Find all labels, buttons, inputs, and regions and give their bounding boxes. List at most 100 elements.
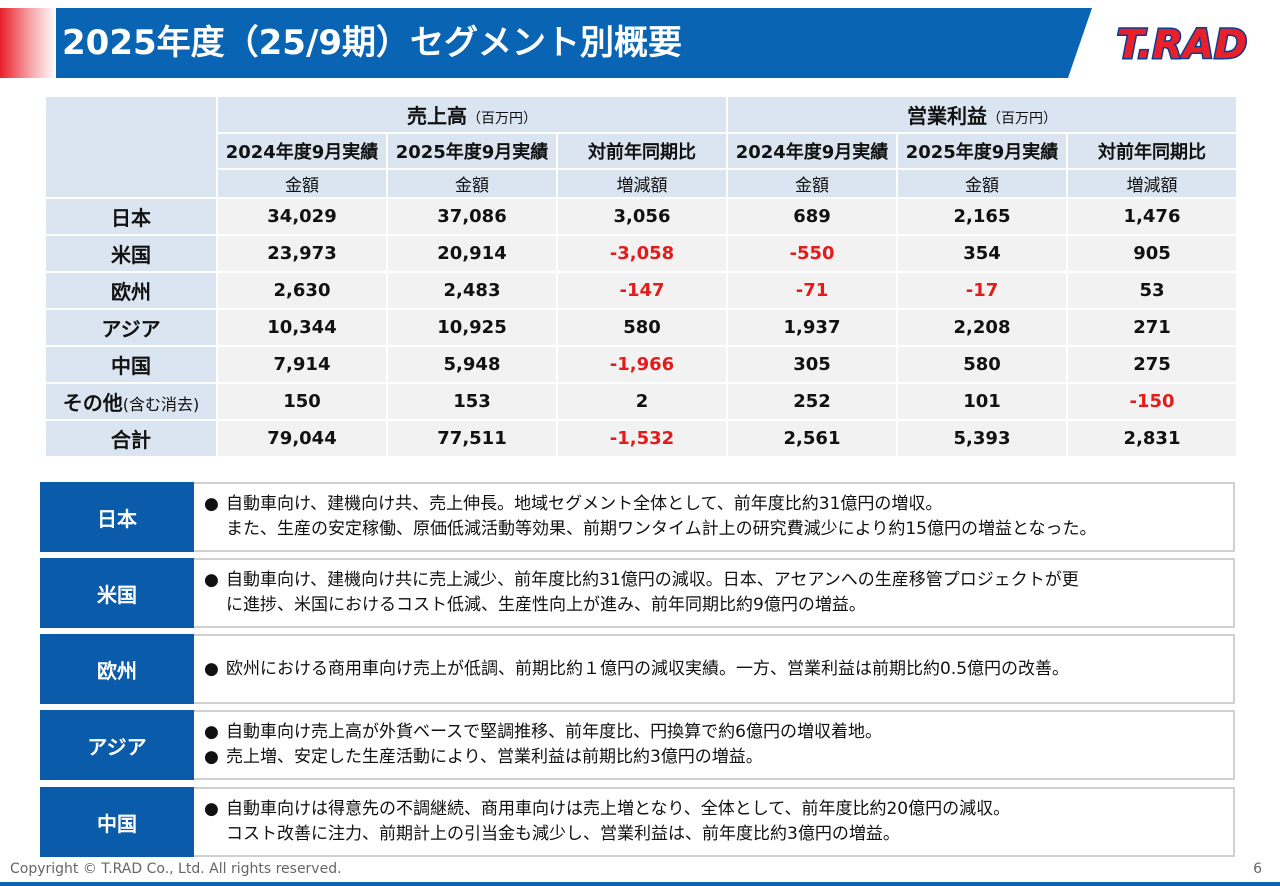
data-row: 米国 23,973 20,914 -3,058 -550 354 905 [44,234,1239,273]
bullet-lines: 欧州における商用車向け売上が低調、前期比約１億円の減収実績。一方、営業利益は前期… [226,657,1069,682]
row-label-text: 日本 [111,206,151,230]
measure-cell: 増減額 [1065,168,1239,199]
note-box: 中国 ● 自動車向けは得意先の不調継続、商用車向けは売上増となり、全体として、前年度… [40,787,1235,857]
period-cell: 2024年度9月実績 [216,132,388,170]
group-unit: （百万円） [987,111,1058,127]
note-region: アジア [40,710,194,780]
row-label-text: 欧州 [111,280,151,304]
row-label: 中国 [44,345,218,384]
data-row: アジア 10,344 10,925 580 1,937 2,208 271 [44,308,1239,347]
value-cell: 10,344 [216,308,388,347]
row-sublabel: (含む消去) [122,395,200,414]
row-label: その他(含む消去) [44,382,218,421]
measure-cell: 金額 [386,168,558,199]
note-text: ● 自動車向け、建機向け共に売上減少、前年度比約31億円の減収。日本、アセアンへの… [194,558,1235,628]
value-cell: 580 [896,345,1068,384]
value-cell: 2,831 [1065,419,1239,458]
value-cell: -147 [556,271,728,310]
value-cell: 10,925 [386,308,558,347]
bullet-line: コスト改善に注力、前期計上の引当金も減少し、営業利益は、前年度比約3億円の増益。 [226,824,900,844]
value-cell: 2 [556,382,728,421]
bullet-lines: 売上増、安定した生産活動により、営業利益は前期比約3億円の増益。 [226,745,763,770]
group-name: 売上高 [407,104,467,128]
bullet-line: 売上増、安定した生産活動により、営業利益は前期比約3億円の増益。 [226,747,763,767]
value-cell: 689 [726,197,898,236]
row-label: 米国 [44,234,218,273]
bullet-lines: 自動車向けは得意先の不調継続、商用車向けは売上増となり、全体として、前年度比約2… [226,797,1010,847]
segment-table: 売上高（百万円） 営業利益（百万円） 2024年度9月実績 2025年度9月実績 対前年… [44,95,1239,458]
bullet-line: また、生産の安定稼働、原価低減活動等効果、前期ワンタイム計上の研究費減少により約… [226,519,1097,539]
bullet: ● 売上増、安定した生産活動により、営業利益は前期比約3億円の増益。 [204,745,1233,770]
group-cell: 売上高（百万円） [216,95,728,134]
row-label-text: アジア [101,317,161,341]
row-label-text: 米国 [111,243,151,267]
bullet-dot: ● [204,494,219,514]
bullet-lines: 自動車向け、建機向け共、売上伸長。地域セグメント全体として、前年度比約31億円の… [226,492,1096,542]
value-cell: -17 [896,271,1068,310]
row-label: 欧州 [44,271,218,310]
value-cell: -550 [726,234,898,273]
bullet-line: 自動車向け、建機向け共、売上伸長。地域セグメント全体として、前年度比約31億円の… [226,494,943,514]
value-cell: -71 [726,271,898,310]
page-number: 6 [1253,861,1262,877]
value-cell: 53 [1065,271,1239,310]
note-text: ● 自動車向けは得意先の不調継続、商用車向けは売上増となり、全体として、前年度比約… [194,787,1235,857]
bullet-line: 自動車向け、建機向け共に売上減少、前年度比約31億円の減収。日本、アセアンへの生… [226,570,1079,590]
bullet-dot: ● [204,658,219,679]
measure-cell: 金額 [216,168,388,199]
bullet-lines: 自動車向け、建機向け共に売上減少、前年度比約31億円の減収。日本、アセアンへの生… [226,568,1079,618]
period-cell: 対前年同期比 [1065,132,1239,170]
bullet-lines: 自動車向け売上高が外貨ベースで堅調推移、前年度比、円換算で約6億円の増収着地。 [226,720,882,745]
period-cell: 2024年度9月実績 [726,132,898,170]
header-row: 売上高（百万円） 営業利益（百万円） [44,95,1239,199]
bullet-dot: ● [204,799,219,819]
value-cell: 905 [1065,234,1239,273]
value-cell: 153 [386,382,558,421]
value-cell: -1,966 [556,345,728,384]
measure-cell: 金額 [896,168,1068,199]
header-accent [0,8,56,78]
value-cell: 252 [726,382,898,421]
value-cell: 101 [896,382,1068,421]
value-cell: 2,630 [216,271,388,310]
note-box: 米国 ● 自動車向け、建機向け共に売上減少、前年度比約31億円の減収。日本、アセアン… [40,558,1235,628]
value-cell: 2,483 [386,271,558,310]
bullet-line: 欧州における商用車向け売上が低調、前期比約１億円の減収実績。一方、営業利益は前期… [226,658,1070,679]
value-cell: 79,044 [216,419,388,458]
row-label: 日本 [44,197,218,236]
data-row: 合計 79,044 77,511 -1,532 2,561 5,393 2,831 [44,419,1239,458]
bullet-dot: ● [204,722,219,742]
title: 2025年度（25/9期）セグメント別概要 [62,23,683,63]
period-cell: 2025年度9月実績 [386,132,558,170]
value-cell: 5,393 [896,419,1068,458]
row-label: 合計 [44,419,218,458]
note-box: アジア ● 自動車向け売上高が外貨ベースで堅調推移、前年度比、円換算で約6億円の増収… [40,710,1235,780]
note-box: 日本 ● 自動車向け、建機向け共、売上伸長。地域セグメント全体として、前年度比約31… [40,482,1235,552]
copyright: Copyright © T.RAD Co., Ltd. All rights r… [10,861,342,877]
bullet-dot: ● [204,570,219,590]
value-cell: 1,937 [726,308,898,347]
value-cell: -150 [1065,382,1239,421]
note-region: 米国 [40,558,194,628]
value-cell: 2,165 [896,197,1068,236]
value-cell: 580 [556,308,728,347]
value-cell: 354 [896,234,1068,273]
value-cell: 305 [726,345,898,384]
value-cell: -1,532 [556,419,728,458]
bullet: ● 自動車向け、建機向け共に売上減少、前年度比約31億円の減収。日本、アセアンへの… [204,568,1233,618]
bottom-line [0,882,1280,886]
value-cell: -3,058 [556,234,728,273]
measure-row: 金額 金額 増減額 金額 金額 増減額 [45,168,1239,199]
value-cell: 150 [216,382,388,421]
group-unit: （百万円） [467,111,537,127]
row-label: アジア [44,308,218,347]
data-row: 日本 34,029 37,086 3,056 689 2,165 1,476 [44,197,1239,236]
group-cell: 営業利益（百万円） [725,95,1239,134]
period-cell: 2025年度9月実績 [896,132,1068,170]
logo-text: T.RAD [1117,22,1248,68]
data-row: その他(含む消去) 150 153 2 252 101 -150 [44,382,1239,421]
header-band [0,8,1092,78]
value-cell: 20,914 [386,234,558,273]
value-cell: 5,948 [386,345,558,384]
bullet-line: 自動車向け売上高が外貨ベースで堅調推移、前年度比、円換算で約6億円の増収着地。 [226,722,882,742]
